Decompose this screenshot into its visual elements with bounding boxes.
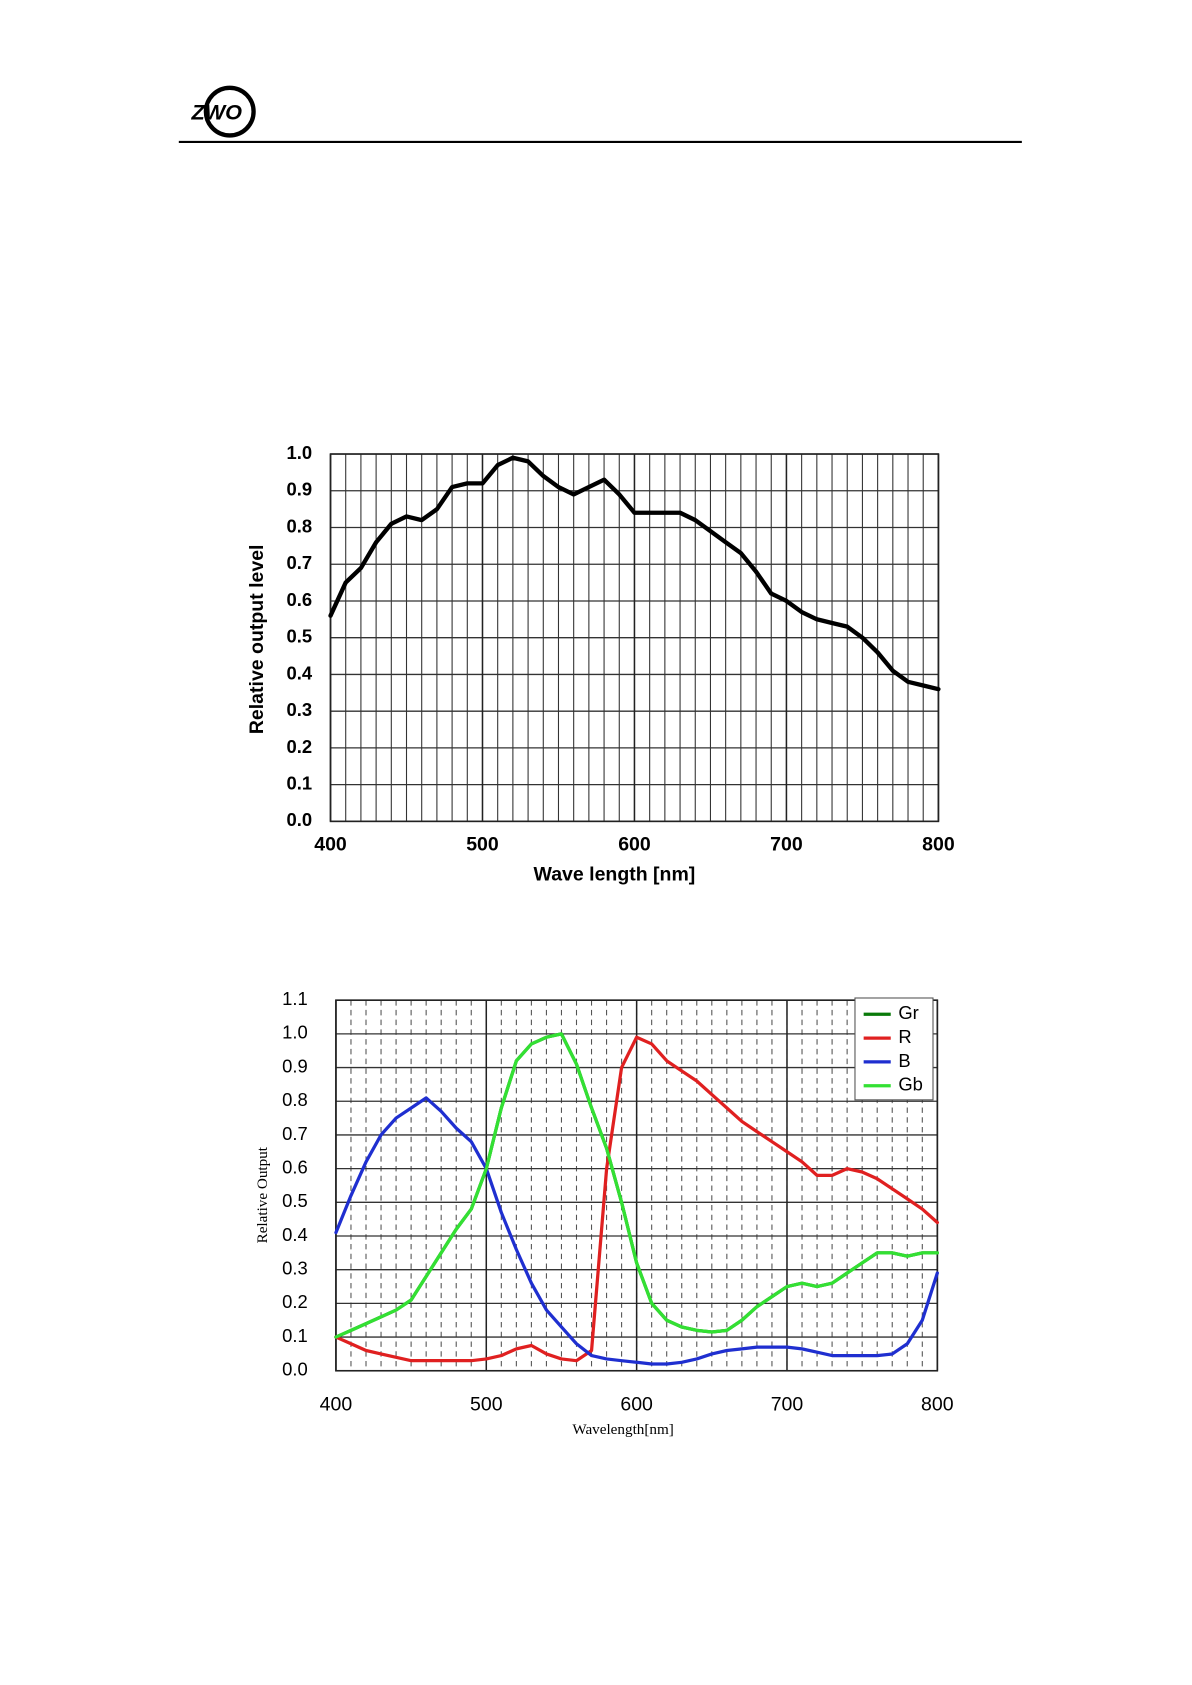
chart: 0.0 0.1 0.2 0.3 0.4 0.5 0.6 0.7 0.8 0.9 1.0 400 500 6…: [246, 442, 955, 886]
y-tick-label: 0.9: [287, 479, 313, 500]
y-tick-label: 0.8: [287, 515, 313, 536]
y-tick-label: 0.0: [287, 809, 313, 830]
y-tick-label: 0.3: [287, 699, 313, 720]
y-tick-label: 0.8: [282, 1089, 308, 1110]
data-line: [328, 455, 941, 692]
x-tick-label: 500: [470, 1394, 503, 1416]
y-tick-label: 0.6: [287, 589, 313, 610]
x-tick-label: 400: [320, 1394, 353, 1416]
y-tick-label: 0.1: [282, 1325, 308, 1346]
x-tick-label: 700: [771, 1394, 804, 1416]
legend-label: Gb: [898, 1074, 923, 1095]
legend-label: R: [898, 1026, 911, 1047]
y-axis-title: Relative output level: [246, 545, 268, 735]
plot-frame: [329, 453, 940, 823]
y-tick-label: 0.4: [282, 1224, 308, 1245]
x-tick-label: 700: [770, 833, 803, 855]
x-tick-label: 500: [466, 833, 499, 855]
y-tick-label: 0.5: [282, 1190, 308, 1211]
series-line: [334, 1096, 939, 1366]
y-axis-title: Relative Output: [254, 1146, 271, 1243]
x-tick-label: 600: [620, 1394, 653, 1416]
x-tick-label: 400: [314, 833, 347, 855]
legend-label: B: [898, 1050, 910, 1071]
y-tick-label: 0.7: [282, 1123, 308, 1144]
y-tick-label: 0.5: [287, 626, 313, 647]
x-tick-label: 600: [618, 833, 651, 855]
x-tick-label: 800: [921, 1394, 954, 1416]
y-tick-label: 0.7: [287, 552, 313, 573]
x-tick-label: 800: [922, 833, 955, 855]
y-tick-label: 0.4: [287, 662, 313, 683]
logo: ZWO: [190, 99, 242, 124]
y-tick-label: 0.3: [282, 1258, 308, 1279]
y-tick-label: 0.1: [287, 772, 313, 793]
y-tick-label: 0.6: [282, 1156, 308, 1177]
y-tick-label: 0.9: [282, 1055, 308, 1076]
y-tick-label: 0.0: [282, 1359, 308, 1380]
legend-label: Gr: [898, 1002, 918, 1023]
y-tick-label: 1.0: [282, 1022, 308, 1043]
logo-ring: [203, 85, 256, 138]
y-tick-label: 1.0: [287, 442, 313, 463]
chart: 0.0 0.1 0.2 0.3 0.4 0.5 0.6 0.7 0.8 0.9 1.0 1.1 400 5…: [254, 988, 954, 1438]
header: ZWO: [178, 85, 1022, 144]
plot-frame: [335, 999, 939, 1372]
x-axis-title: Wavelength[nm]: [572, 1421, 673, 1438]
y-tick-label: 1.1: [282, 988, 308, 1009]
x-axis-title: Wave length [nm]: [534, 864, 696, 886]
series-line: [334, 1032, 939, 1339]
series-line: [334, 1035, 939, 1363]
y-tick-label: 0.2: [287, 736, 313, 757]
y-tick-label: 0.2: [282, 1291, 308, 1312]
